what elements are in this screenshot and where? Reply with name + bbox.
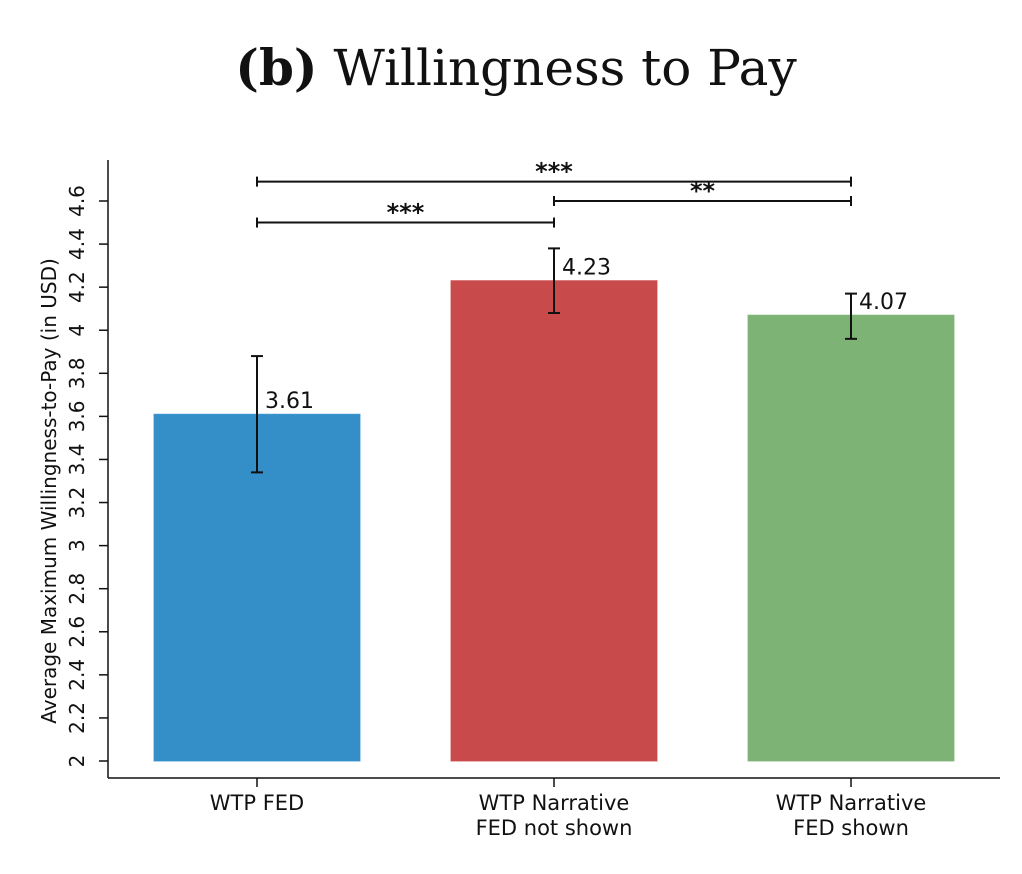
- y-tick-label: 4.4: [65, 228, 89, 260]
- y-tick-label: 3.4: [65, 444, 89, 476]
- y-tick-label: 3.2: [65, 487, 89, 519]
- x-tick-label: WTP Narrative: [776, 791, 927, 815]
- y-tick-label: 4.6: [65, 185, 89, 217]
- y-axis-label: Average Maximum Willingness-to-Pay (in U…: [37, 258, 61, 724]
- title-text: Willingness to Pay: [333, 39, 797, 97]
- significance-label: ***: [387, 199, 425, 227]
- x-tick-label: FED not shown: [476, 816, 633, 840]
- y-tick-label: 4: [65, 324, 89, 337]
- significance-label: ***: [535, 158, 573, 186]
- y-tick-label: 3: [65, 539, 89, 552]
- data-label: 4.07: [859, 290, 908, 315]
- y-tick-label: 3.8: [65, 357, 89, 389]
- x-tick-label: FED shown: [793, 816, 909, 840]
- y-tick-label: 4.2: [65, 271, 89, 303]
- bar: [747, 314, 955, 762]
- y-tick-label: 2.8: [65, 573, 89, 605]
- x-tick-label: WTP FED: [210, 791, 304, 815]
- y-tick-label: 2: [65, 755, 89, 768]
- y-tick-label: 2.2: [65, 702, 89, 734]
- title-prefix: (b): [235, 38, 318, 97]
- significance-label: **: [690, 177, 716, 205]
- y-tick-label: 2.6: [65, 616, 89, 648]
- x-tick-label: WTP Narrative: [479, 791, 630, 815]
- data-label: 4.23: [562, 256, 611, 281]
- y-tick-label: 3.6: [65, 400, 89, 432]
- bar: [450, 280, 658, 762]
- chart-title: (b) Willingness to Pay: [0, 38, 1022, 97]
- y-tick-label: 2.4: [65, 659, 89, 691]
- data-label: 3.61: [265, 389, 314, 414]
